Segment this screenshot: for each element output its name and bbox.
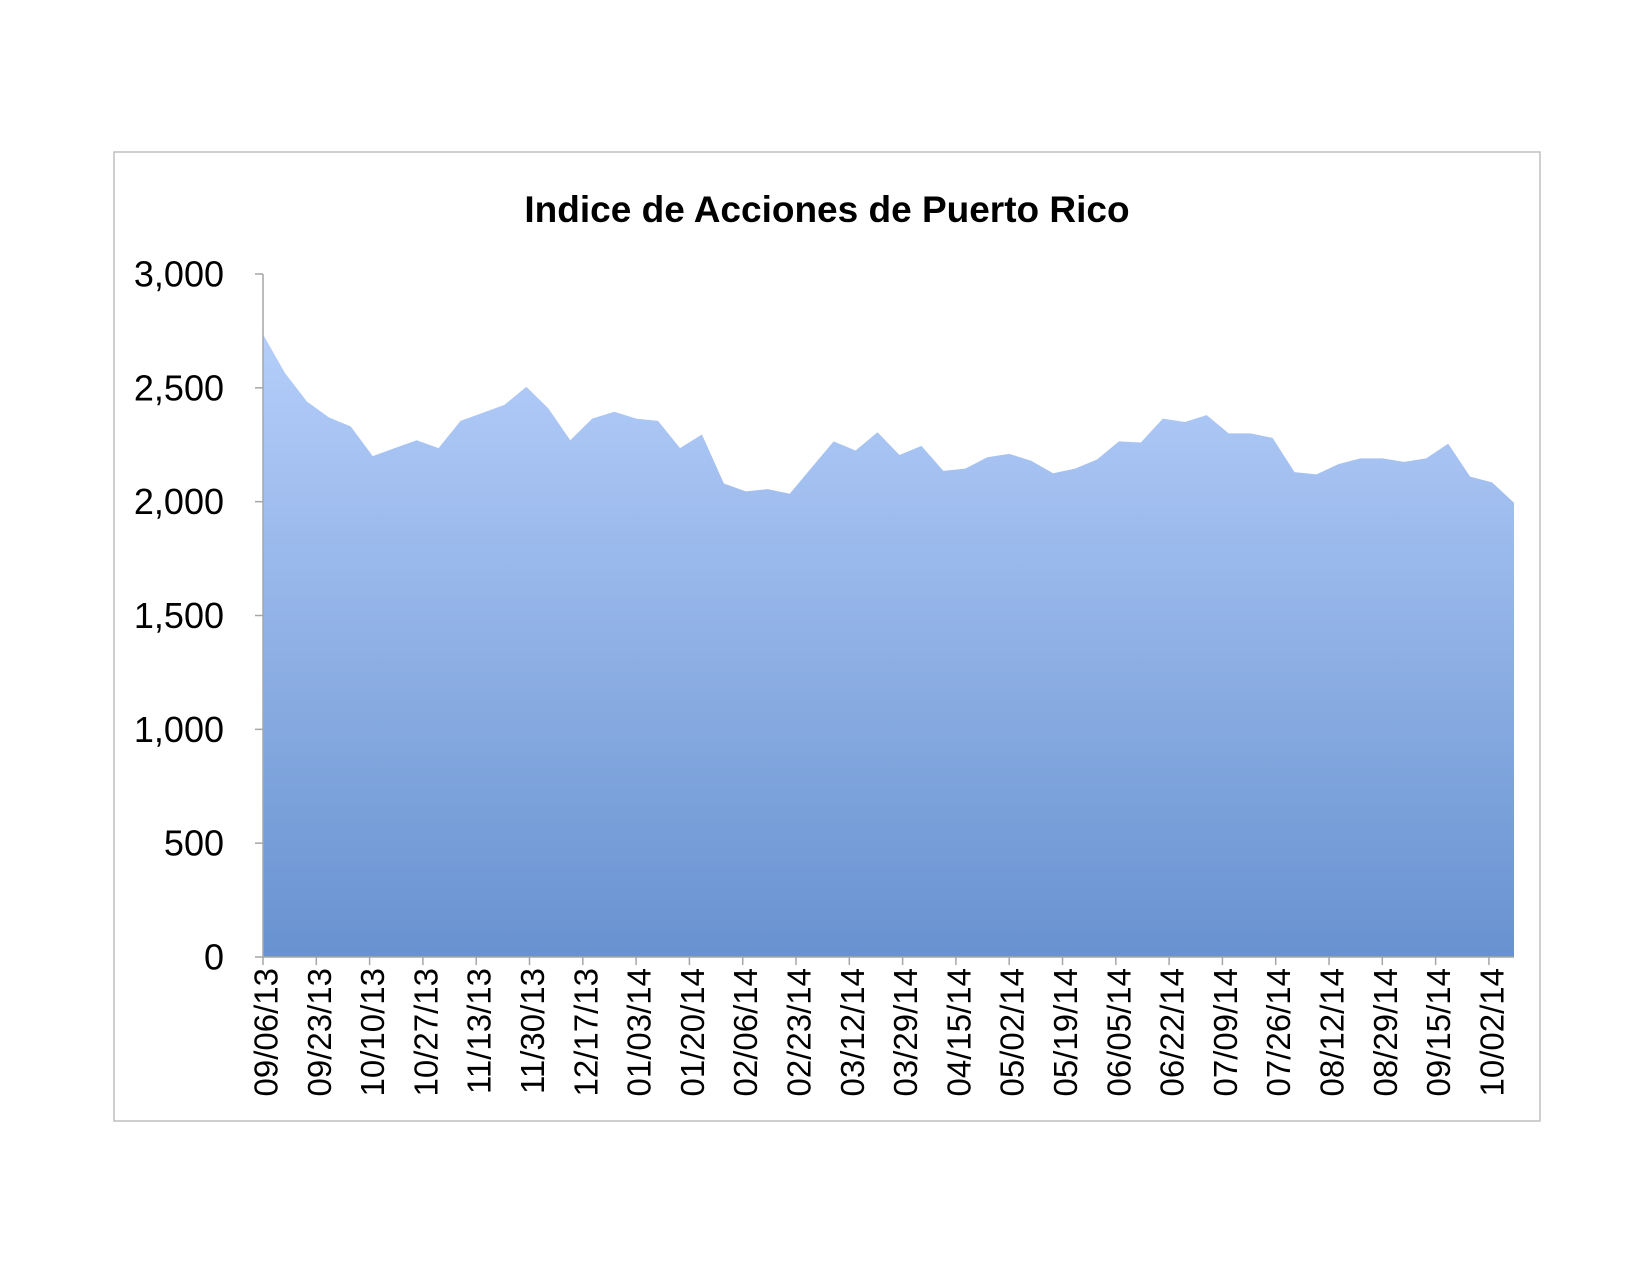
y-tick-label: 0 [204,937,224,978]
x-tick-label: 08/12/14 [1314,968,1351,1096]
x-tick-label: 07/26/14 [1260,968,1297,1096]
x-tick-label: 09/06/13 [248,968,285,1096]
x-tick-label: 03/12/14 [834,968,871,1096]
x-tick-label: 09/23/13 [301,968,338,1096]
y-tick-label: 2,000 [134,481,224,522]
series-area [263,334,1514,958]
y-tick-label: 1,000 [134,709,224,750]
x-tick-label: 05/19/14 [1047,968,1084,1096]
x-axis: 09/06/13 09/23/13 10/10/13 10/27/13 11/13/13… [248,956,1514,1096]
x-tick-label: 06/05/14 [1100,968,1137,1096]
x-tick-label: 03/29/14 [887,968,924,1096]
x-tick-label: 07/09/14 [1207,968,1244,1096]
x-tick-label: 10/10/13 [354,968,391,1096]
x-tick-label: 05/02/14 [994,968,1031,1096]
x-tick-label: 04/15/14 [940,968,977,1096]
y-axis: 0 500 1,000 1,500 2,000 2,500 3,000 [134,254,264,978]
x-tick-label: 02/23/14 [781,968,818,1096]
x-tick-label: 02/06/14 [727,968,764,1096]
x-tick-label: 06/22/14 [1154,968,1191,1096]
x-tick-label: 10/02/14 [1473,968,1510,1096]
x-tick-label: 01/20/14 [674,968,711,1096]
x-tick-label: 10/27/13 [407,968,444,1096]
x-tick-label: 11/30/13 [514,968,551,1094]
x-tick-label: 08/29/14 [1367,968,1404,1096]
x-tick-label: 12/17/13 [567,968,604,1096]
chart-title: Indice de Acciones de Puerto Rico [524,189,1129,230]
x-tick-label: 01/03/14 [621,968,658,1096]
x-tick-label: 09/15/14 [1420,968,1457,1096]
y-tick-label: 3,000 [134,254,224,295]
y-tick-label: 1,500 [134,595,224,636]
y-tick-label: 2,500 [134,367,224,408]
y-tick-label: 500 [164,823,224,864]
x-tick-label: 11/13/13 [461,968,498,1094]
